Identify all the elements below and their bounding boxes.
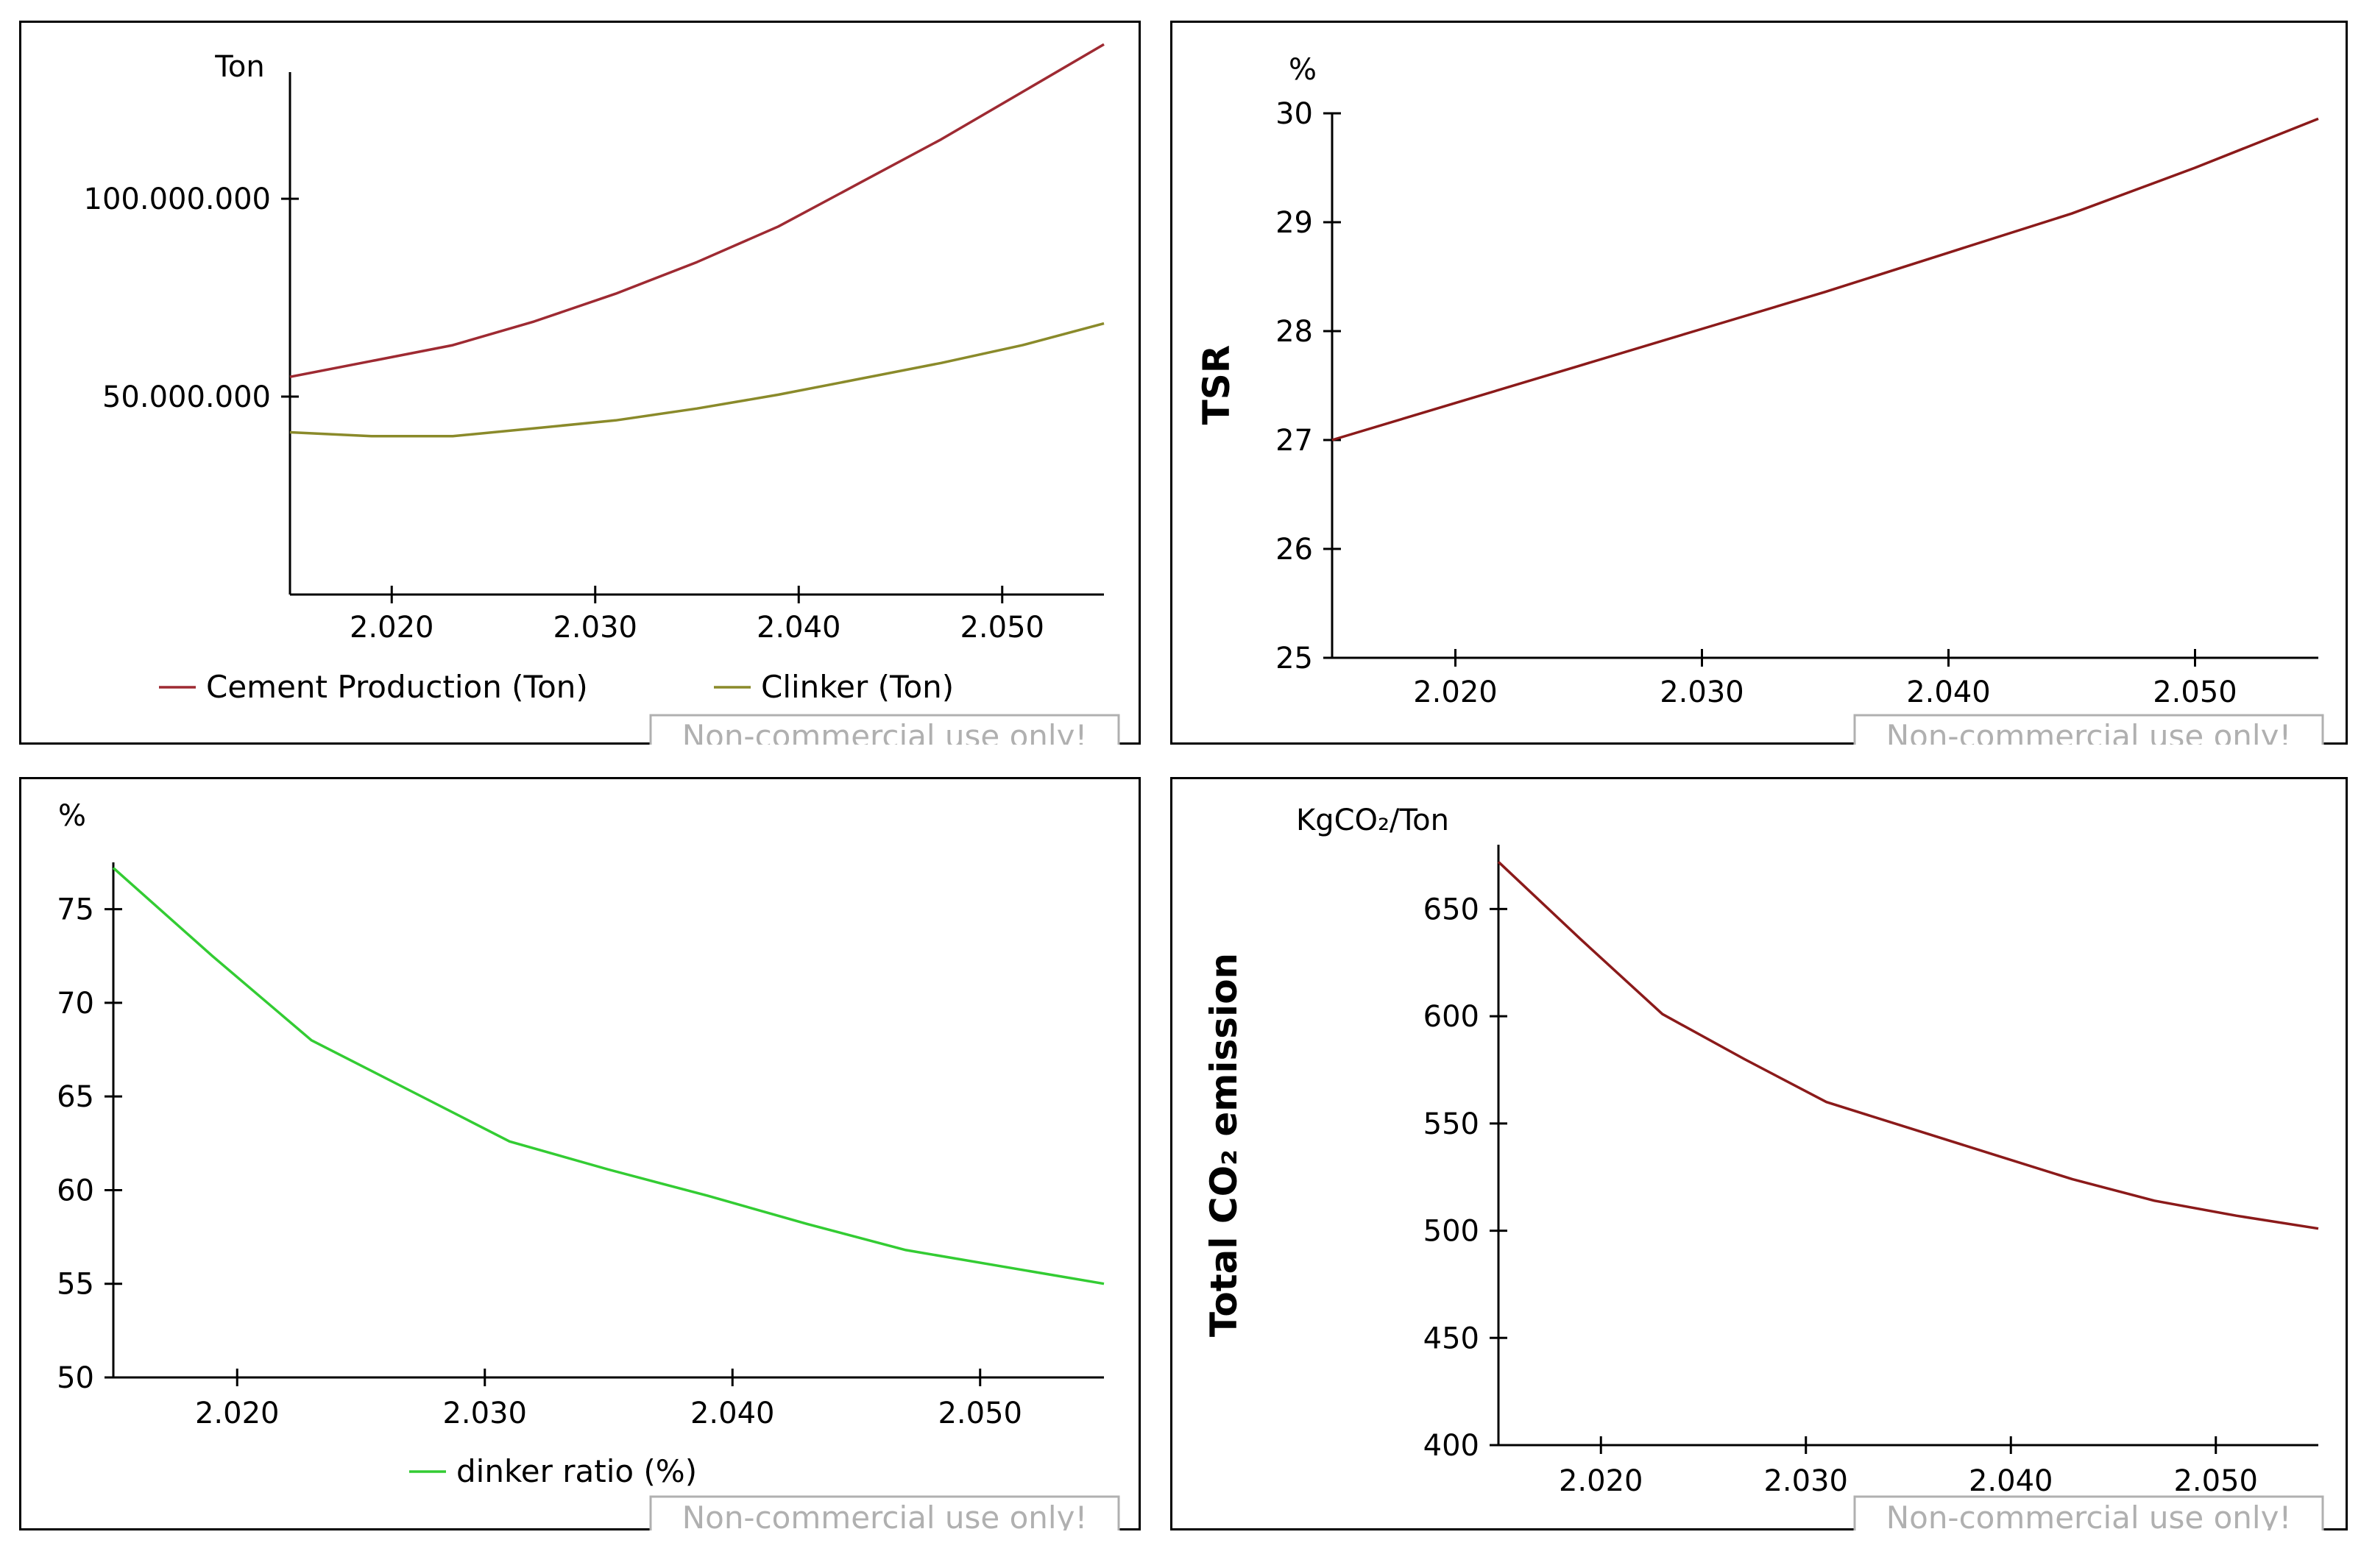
watermark-text: Non-commercial use only! [682, 718, 1088, 745]
x-tick-label: 2.030 [553, 611, 637, 645]
y-tick-label: 600 [1423, 1000, 1479, 1034]
watermark: Non-commercial use only! [1853, 1495, 2324, 1530]
watermark-box [1853, 714, 2324, 745]
y-tick-label: 100.000.000 [84, 182, 271, 216]
x-tick-label: 2.050 [2173, 1464, 2258, 1498]
x-tick-label: 2.050 [938, 1397, 1022, 1430]
panel-frame [19, 777, 1141, 1530]
series-line-cement-production-ton [289, 43, 1105, 378]
y-tick-label: 29 [1275, 206, 1313, 240]
watermark-text: Non-commercial use only! [1886, 718, 2292, 745]
x-tick-label: 2.040 [1906, 675, 1991, 709]
y-tick-label: 30 [1275, 97, 1313, 131]
unit-label: % [1289, 53, 1317, 87]
y-tick-label: 400 [1423, 1429, 1479, 1463]
panel-frame [1170, 21, 2348, 745]
panel-frame [1170, 777, 2348, 1530]
x-tick-label: 2.040 [690, 1397, 775, 1430]
x-tick-label: 2.020 [1413, 675, 1498, 709]
x-tick-label: 2.040 [1969, 1464, 2053, 1498]
unit-label: % [58, 799, 86, 833]
x-tick-label: 2.050 [960, 611, 1044, 645]
co2-chart: KgCO₂/Ton Total CO₂ emission 2.020 2.030 2… [1170, 777, 2348, 1530]
tsr-chart-panel: % TSR 2.020 2.030 2.040 2.050 25 26 27 28 29 30 No… [1170, 21, 2348, 745]
watermark-text: Non-commercial use only! [682, 1500, 1088, 1530]
y-tick-label: 28 [1275, 315, 1313, 349]
co2-chart-panel: KgCO₂/Ton Total CO₂ emission 2.020 2.030 2… [1170, 777, 2348, 1530]
x-tick-label: 2.040 [757, 611, 841, 645]
clinker-ratio-chart: % 2.020 2.030 2.040 2.050 50 55 60 65 70 75 dinker… [19, 777, 1141, 1530]
x-tick-label: 2.030 [442, 1397, 527, 1430]
y-tick-label: 450 [1423, 1322, 1479, 1355]
watermark-box [649, 1495, 1120, 1530]
watermark: Non-commercial use only! [649, 714, 1120, 745]
y-tick-label: 50.000.000 [102, 380, 271, 414]
watermark-box [1853, 1495, 2324, 1530]
watermark-text: Non-commercial use only! [1886, 1500, 2292, 1530]
y-tick-label: 70 [57, 987, 94, 1021]
y-tick-label: 60 [57, 1174, 94, 1207]
watermark: Non-commercial use only! [1853, 714, 2324, 745]
y-tick-label: 55 [57, 1268, 94, 1302]
tsr-chart: % TSR 2.020 2.030 2.040 2.050 25 26 27 28 29 30 No… [1170, 21, 2348, 745]
production-chart-panel: Ton 2.020 2.030 2.040 2.050 50.000.000 100.00… [19, 21, 1141, 745]
x-tick-label: 2.050 [2153, 675, 2237, 709]
y-tick-label: 26 [1275, 533, 1313, 567]
x-tick-label: 2.020 [350, 611, 434, 645]
x-tick-label: 2.020 [195, 1397, 280, 1430]
y-tick-label: 25 [1275, 642, 1313, 675]
clinker-ratio-chart-panel: % 2.020 2.030 2.040 2.050 50 55 60 65 70 75 dinker… [19, 777, 1141, 1530]
panel-frame [19, 21, 1141, 745]
y-tick-label: 50 [57, 1361, 94, 1395]
legend-label: Clinker (Ton) [761, 669, 954, 705]
series-line-total-co2-emission [1497, 861, 2319, 1230]
unit-label: Ton [214, 50, 264, 84]
series-line-tsr [1331, 117, 2319, 441]
y-tick-label: 500 [1423, 1215, 1479, 1249]
watermark: Non-commercial use only! [649, 1495, 1120, 1530]
x-tick-label: 2.030 [1660, 675, 1744, 709]
legend-label: dinker ratio (%) [456, 1453, 697, 1489]
y-tick-label: 65 [57, 1080, 94, 1114]
series-line-dinker-ratio [112, 867, 1105, 1285]
y-axis-title: TSR [1195, 345, 1238, 425]
y-tick-label: 550 [1423, 1107, 1479, 1141]
y-tick-label: 75 [57, 893, 94, 927]
y-tick-label: 27 [1275, 424, 1313, 458]
y-axis-title: Total CO₂ emission [1203, 953, 1245, 1337]
x-tick-label: 2.020 [1559, 1464, 1643, 1498]
series-line-clinker-ton [289, 322, 1105, 438]
legend-label: Cement Production (Ton) [206, 669, 588, 705]
x-tick-label: 2.030 [1763, 1464, 1848, 1498]
watermark-box [649, 714, 1120, 745]
unit-label: KgCO₂/Ton [1296, 803, 1449, 837]
production-chart: Ton 2.020 2.030 2.040 2.050 50.000.000 100.00… [19, 21, 1141, 745]
y-tick-label: 650 [1423, 893, 1479, 926]
